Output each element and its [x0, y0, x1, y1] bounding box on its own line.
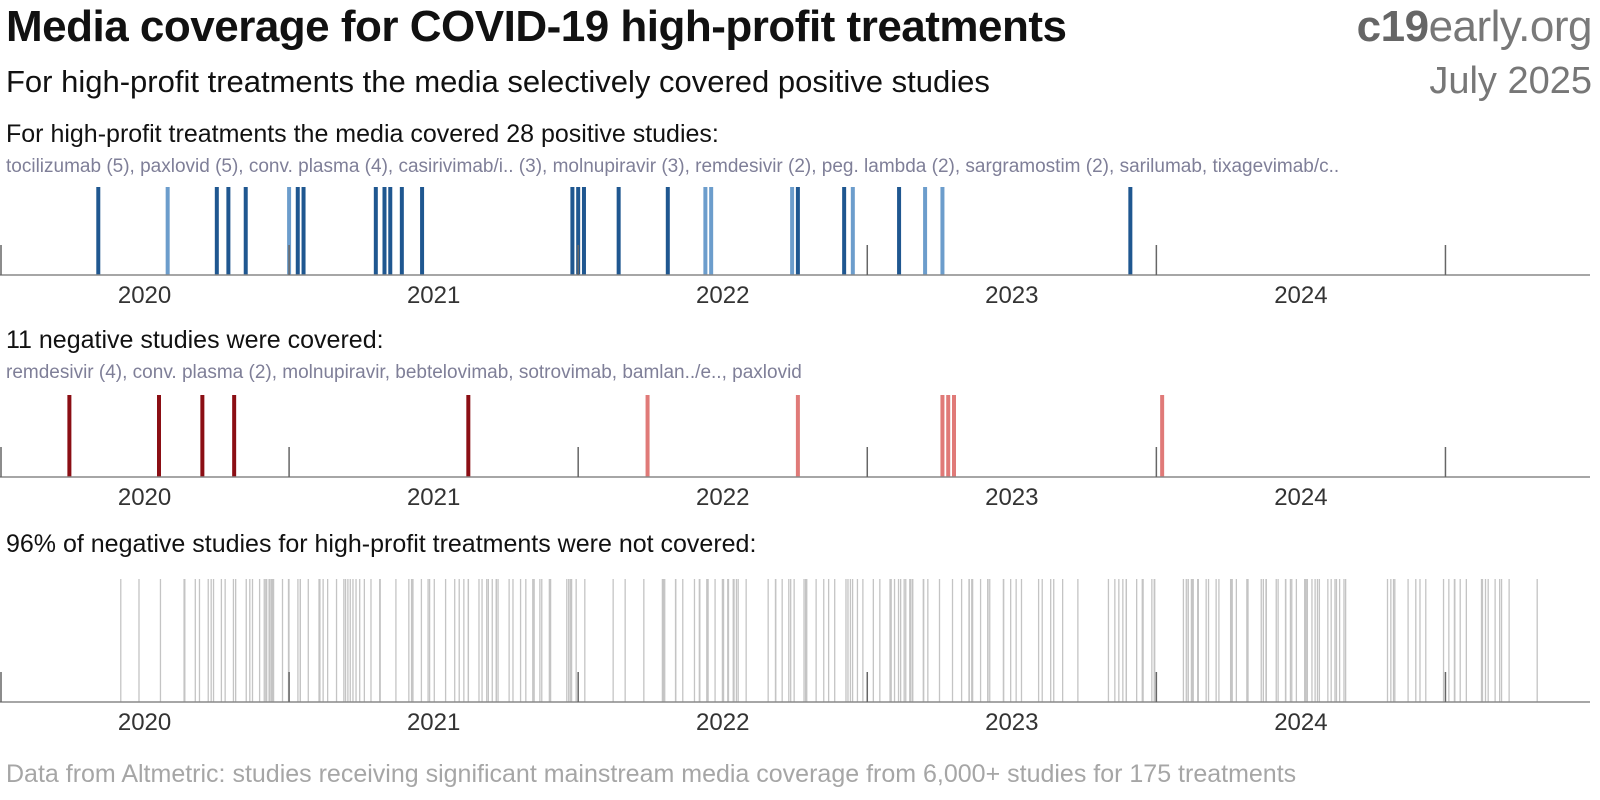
positive-study-mark-14 — [576, 187, 581, 275]
year-label-0-2: 2022 — [696, 282, 749, 309]
negative-study-mark-4 — [466, 395, 471, 477]
footer-source-note: Data from Altmetric: studies receiving s… — [6, 760, 1297, 788]
year-label-1-1: 2021 — [407, 484, 460, 511]
positive-study-mark-23 — [850, 187, 855, 275]
year-label-1-4: 2024 — [1274, 484, 1327, 511]
year-label-1-2: 2022 — [696, 484, 749, 511]
positive-study-mark-4 — [243, 187, 248, 275]
positive-study-mark-2 — [214, 187, 219, 275]
year-label-0-4: 2024 — [1274, 282, 1327, 309]
positive-study-mark-18 — [703, 187, 708, 275]
positive-study-mark-22 — [842, 187, 847, 275]
negative-uncovered-heading: 96% of negative studies for high-profit … — [6, 530, 757, 558]
positive-study-mark-21 — [795, 187, 800, 275]
negative-study-mark-9 — [952, 395, 956, 477]
positive-study-mark-20 — [790, 187, 795, 275]
year-label-0-3: 2023 — [985, 282, 1038, 309]
year-label-0-1: 2021 — [407, 282, 460, 309]
year-label-2-4: 2024 — [1274, 709, 1327, 736]
year-label-1-3: 2023 — [985, 484, 1038, 511]
year-label-2-3: 2023 — [985, 709, 1038, 736]
year-label-2-2: 2022 — [696, 709, 749, 736]
positive-study-mark-9 — [382, 187, 387, 275]
negative-study-mark-10 — [1160, 395, 1165, 477]
year-label-1-0: 2020 — [118, 484, 171, 511]
positive-study-mark-10 — [388, 187, 393, 275]
positive-study-mark-1 — [165, 187, 170, 275]
negative-study-mark-1 — [157, 395, 161, 477]
year-label-0-0: 2020 — [118, 282, 171, 309]
positive-study-mark-8 — [373, 187, 378, 275]
positive-study-mark-24 — [897, 187, 902, 275]
page-title: Media coverage for COVID-19 high-profit … — [6, 2, 1067, 51]
positive-study-mark-12 — [420, 187, 425, 275]
brand-logo: c19early.org — [1356, 2, 1593, 52]
negative-covered-treatment-list: remdesivir (4), conv. plasma (2), molnup… — [6, 362, 802, 383]
positive-study-mark-19 — [709, 187, 714, 275]
positive-study-mark-11 — [399, 187, 404, 275]
negative-study-mark-6 — [795, 395, 800, 477]
positive-study-mark-5 — [287, 187, 292, 275]
negative-covered-heading: 11 negative studies were covered: — [6, 326, 384, 354]
negative-study-mark-7 — [940, 395, 945, 477]
positive-study-mark-13 — [570, 187, 575, 275]
positive-covered-treatment-list: tocilizumab (5), paxlovid (5), conv. pla… — [6, 156, 1340, 177]
negative-study-mark-5 — [645, 395, 650, 477]
brand-suffix: .org — [1518, 2, 1592, 51]
positive-study-mark-27 — [1128, 187, 1133, 275]
positive-study-mark-17 — [665, 187, 670, 275]
positive-study-mark-15 — [581, 187, 586, 275]
negative-study-mark-3 — [232, 395, 237, 477]
positive-study-mark-25 — [923, 187, 928, 275]
positive-covered-heading: For high-profit treatments the media cov… — [6, 120, 719, 148]
positive-study-mark-26 — [940, 187, 945, 275]
positive-study-mark-0 — [96, 187, 101, 275]
negative-study-mark-2 — [200, 395, 205, 477]
positive-study-mark-6 — [295, 187, 300, 275]
positive-study-mark-7 — [301, 187, 306, 275]
negative-study-mark-8 — [946, 395, 951, 477]
brand-bold: c19 — [1356, 2, 1429, 51]
positive-study-mark-3 — [226, 187, 231, 275]
year-label-2-0: 2020 — [118, 709, 171, 736]
brand-regular: early — [1428, 2, 1519, 51]
publication-date: July 2025 — [1429, 60, 1592, 102]
year-label-2-1: 2021 — [407, 709, 460, 736]
negative-study-mark-0 — [67, 395, 72, 477]
positive-study-mark-16 — [616, 187, 621, 275]
page-subtitle: For high-profit treatments the media sel… — [6, 64, 990, 99]
